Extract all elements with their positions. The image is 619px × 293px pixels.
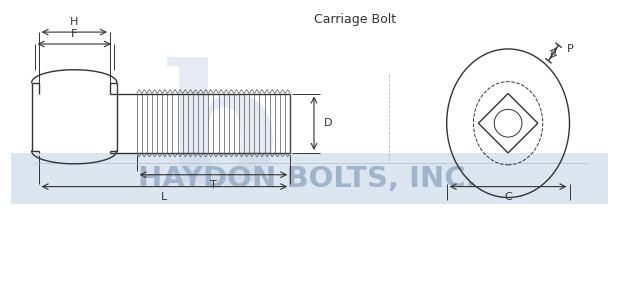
FancyBboxPatch shape (11, 153, 608, 205)
Text: T: T (210, 180, 217, 190)
Text: D: D (324, 118, 332, 128)
Text: P: P (566, 44, 573, 54)
Text: HAYDON BOLTS, INC.: HAYDON BOLTS, INC. (137, 165, 477, 193)
Text: Carriage Bolt: Carriage Bolt (313, 13, 396, 26)
Text: L: L (162, 192, 168, 202)
Text: H: H (70, 17, 79, 27)
Text: C: C (504, 192, 512, 202)
Text: b: b (163, 57, 279, 219)
Text: F: F (71, 29, 77, 39)
